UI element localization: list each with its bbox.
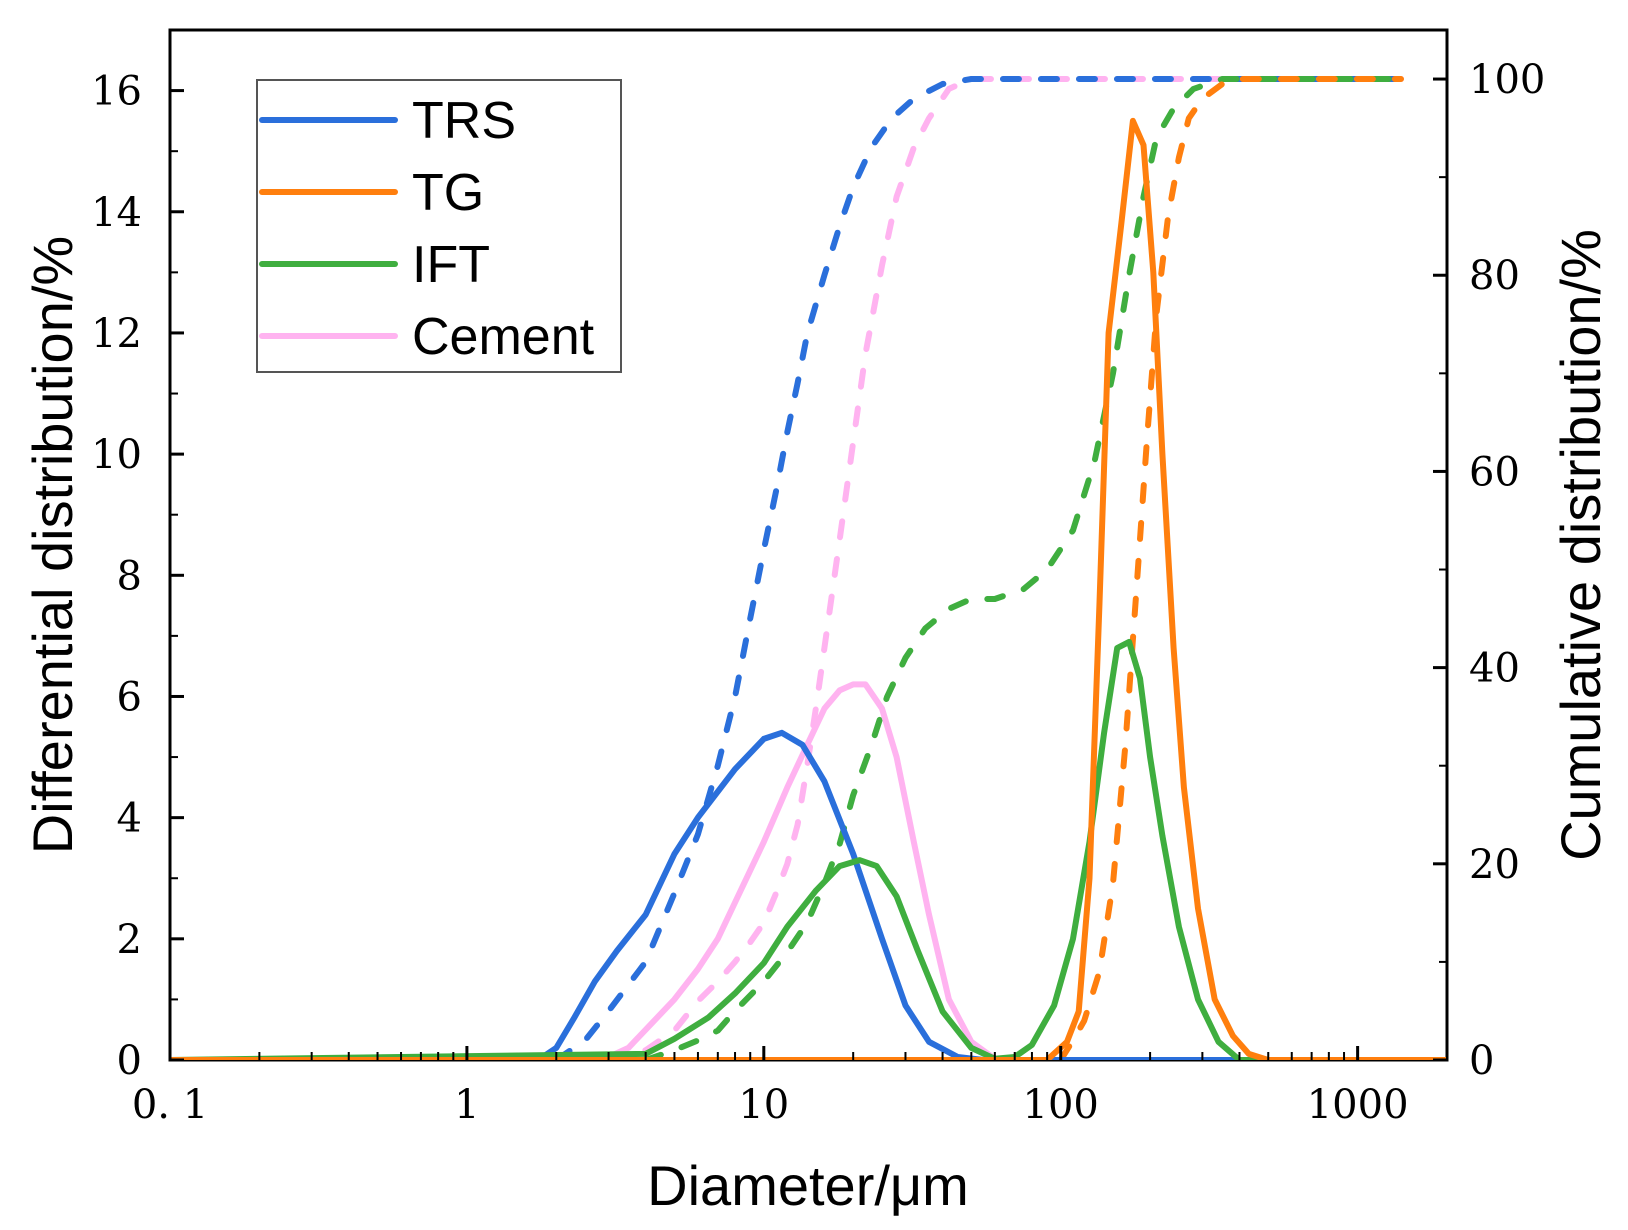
x-tick-label: 10 xyxy=(738,1082,789,1128)
series-trs-differential-line xyxy=(170,729,1447,1060)
y-left-tick-label: 14 xyxy=(91,190,142,236)
y-left-tick-label: 10 xyxy=(91,432,142,478)
y-axis-right-label: Cumulative distribution/% xyxy=(1549,229,1612,861)
y-left-tick-label: 2 xyxy=(117,917,142,963)
y-right-tick-label: 20 xyxy=(1469,842,1520,888)
y-right-tick-label: 0 xyxy=(1469,1038,1494,1084)
legend-label-ift: IFT xyxy=(412,236,490,294)
y-left-tick-label: 6 xyxy=(117,674,142,720)
y-right-tick-label: 60 xyxy=(1469,449,1520,495)
series-cement-differential-line xyxy=(170,681,1447,1060)
y-right-tick-label: 40 xyxy=(1469,646,1520,692)
series-ift-differential-line xyxy=(170,638,1447,1060)
series-tg-cumulative-line xyxy=(1057,76,1404,1060)
series-ift-cumulative-line xyxy=(642,76,1404,1060)
series-cement-cumulative-line xyxy=(605,76,1404,1060)
legend-label-cement: Cement xyxy=(412,308,595,366)
legend-box xyxy=(256,79,622,373)
legend-label-tg: TG xyxy=(412,164,484,222)
y-right-tick-label: 80 xyxy=(1469,253,1520,299)
series-trs-cumulative-line xyxy=(553,76,1404,1060)
y-left-tick-label: 8 xyxy=(117,553,142,599)
legend-label-trs: TRS xyxy=(412,92,516,150)
series-tg-differential-line xyxy=(170,117,1447,1060)
x-tick-label: 1 xyxy=(454,1082,479,1128)
y-left-tick-label: 4 xyxy=(117,796,142,842)
legend: TRS TG IFT Cement xyxy=(256,79,622,373)
y-left-tick-label: 16 xyxy=(91,69,142,115)
x-tick-label: 0. 1 xyxy=(132,1082,208,1128)
y-right-tick-label: 100 xyxy=(1469,57,1545,103)
y-axis-left-label: Differential distribution/% xyxy=(21,236,84,854)
x-tick-label: 100 xyxy=(1023,1082,1099,1128)
x-tick-label: 1000 xyxy=(1307,1082,1409,1128)
y-left-tick-label: 0 xyxy=(117,1038,142,1084)
y-left-tick-label: 12 xyxy=(91,311,142,357)
x-axis-label: Diameter/μm xyxy=(647,1154,969,1217)
